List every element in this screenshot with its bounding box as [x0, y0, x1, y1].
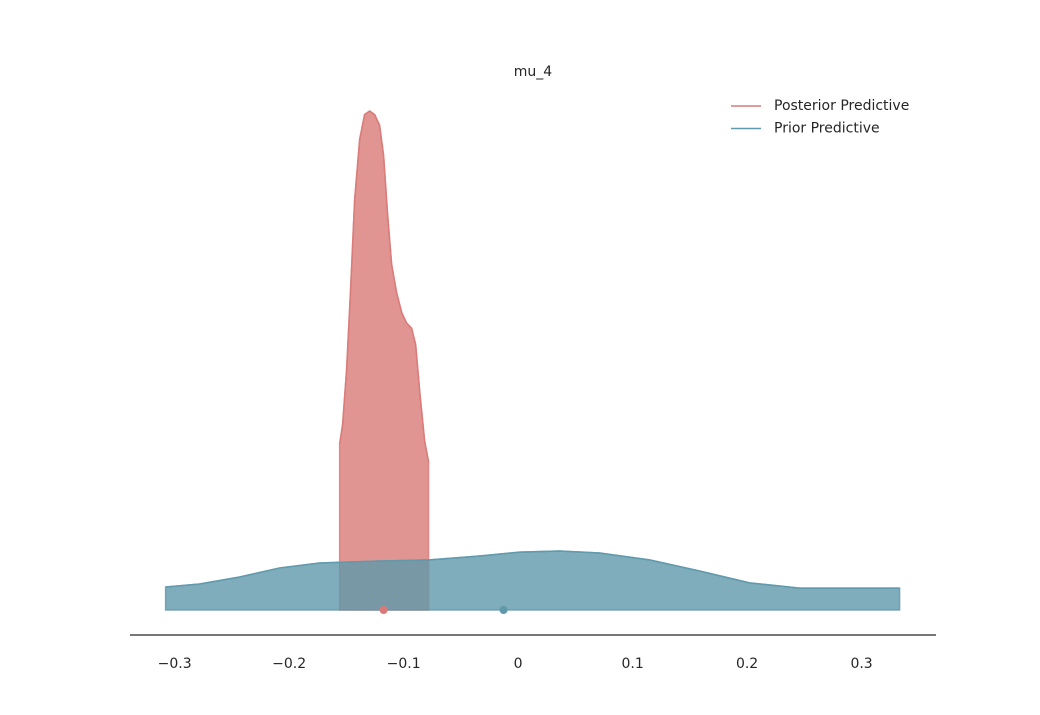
x-tick-label: −0.2	[272, 656, 306, 672]
legend-label: Posterior Predictive	[774, 98, 909, 114]
x-tick-label: 0.3	[850, 656, 872, 672]
point-estimate	[379, 606, 388, 614]
chart-title: mu_4	[514, 64, 553, 80]
density-line	[338, 110, 430, 463]
density-line	[165, 550, 900, 589]
x-tick-label: 0.1	[621, 656, 643, 672]
point-estimate	[499, 606, 508, 614]
x-tick-label: −0.1	[387, 656, 421, 672]
legend-label: Prior Predictive	[774, 121, 880, 137]
x-tick-label: 0	[514, 656, 523, 672]
density-area	[164, 550, 901, 611]
density-area	[338, 110, 430, 611]
x-tick-label: 0.2	[736, 656, 758, 672]
x-tick-label: −0.3	[158, 656, 192, 672]
